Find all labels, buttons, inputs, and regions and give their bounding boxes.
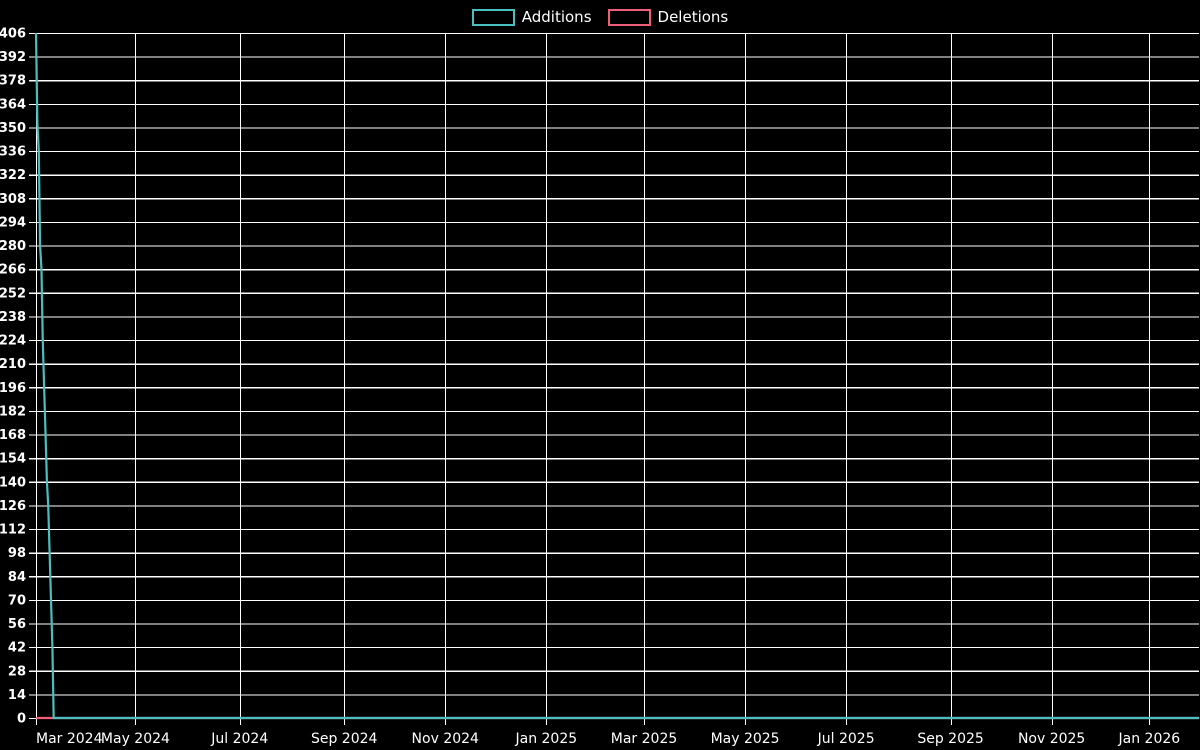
- y-axis-labels: 4063923783643503363223082942802662522382…: [0, 27, 26, 727]
- y-axis-tick-label: 70: [8, 593, 26, 608]
- y-axis-tick-label: 364: [0, 97, 26, 112]
- x-axis-tick-label: Jul 2025: [817, 731, 875, 747]
- chart-legend: Additions Deletions: [0, 6, 1200, 28]
- x-axis-tick-label: Jul 2024: [210, 731, 268, 747]
- y-axis-tick-label: 126: [0, 499, 26, 514]
- x-axis-tick-label: May 2024: [101, 731, 170, 747]
- y-axis-tickmarks: [29, 32, 36, 720]
- y-axis-tick-label: 42: [8, 641, 26, 656]
- x-axis-tick-label: Nov 2025: [1018, 731, 1085, 747]
- legend-label-deletions: Deletions: [657, 7, 729, 26]
- x-axis-tick-label: Mar 2025: [611, 731, 678, 747]
- legend-entry-deletions[interactable]: Deletions: [607, 7, 729, 26]
- x-axis-tick-label: Mar 2024: [36, 731, 103, 747]
- y-axis-tick-label: 98: [8, 546, 26, 561]
- y-axis-tick-label: 294: [0, 215, 26, 230]
- y-axis-tick-label: 350: [0, 121, 26, 136]
- y-axis-tick-label: 154: [0, 452, 26, 467]
- x-axis-tick-label: Jan 2025: [514, 731, 577, 747]
- legend-swatch-additions: [471, 8, 515, 26]
- y-axis-tick-label: 252: [0, 286, 26, 301]
- y-axis-tick-label: 210: [0, 357, 26, 372]
- y-axis-tick-label: 14: [8, 688, 26, 703]
- y-axis-tick-label: 84: [8, 570, 26, 585]
- legend-entry-additions[interactable]: Additions: [471, 7, 592, 26]
- data-series-layer: [34, 32, 1199, 720]
- y-axis-tick-label: 28: [8, 664, 26, 679]
- x-axis-tick-label: Sep 2025: [917, 731, 983, 747]
- y-axis-tick-label: 406: [0, 27, 26, 42]
- y-axis-tick-label: 168: [0, 428, 26, 443]
- y-axis-tick-label: 392: [0, 50, 26, 65]
- y-axis-tick-label: 280: [0, 239, 26, 254]
- y-axis-tick-label: 238: [0, 310, 26, 325]
- y-axis-tick-label: 336: [0, 145, 26, 160]
- series-line-additions: [34, 32, 1199, 720]
- x-axis-tick-label: Jan 2026: [1118, 731, 1181, 747]
- y-axis-tick-label: 308: [0, 192, 26, 207]
- y-axis-tick-label: 182: [0, 404, 26, 419]
- x-axis-tick-label: Sep 2024: [311, 731, 378, 747]
- y-axis-tick-label: 0: [17, 712, 26, 727]
- y-axis-tick-label: 140: [0, 475, 26, 490]
- y-axis-tick-label: 378: [0, 74, 26, 89]
- x-axis-tick-label: May 2025: [711, 731, 780, 747]
- y-axis-tick-label: 224: [0, 334, 26, 349]
- legend-label-additions: Additions: [521, 7, 592, 26]
- y-axis-tick-label: 322: [0, 168, 26, 183]
- x-axis-tick-label: Nov 2024: [412, 731, 479, 747]
- vertical-gridlines: [35, 33, 1151, 725]
- y-axis-tick-label: 112: [0, 523, 26, 538]
- y-axis-tick-label: 56: [8, 617, 26, 632]
- y-axis-tick-label: 196: [0, 381, 26, 396]
- y-axis-tick-label: 266: [0, 263, 26, 278]
- legend-swatch-deletions: [607, 8, 651, 26]
- horizontal-gridlines: [36, 32, 1199, 720]
